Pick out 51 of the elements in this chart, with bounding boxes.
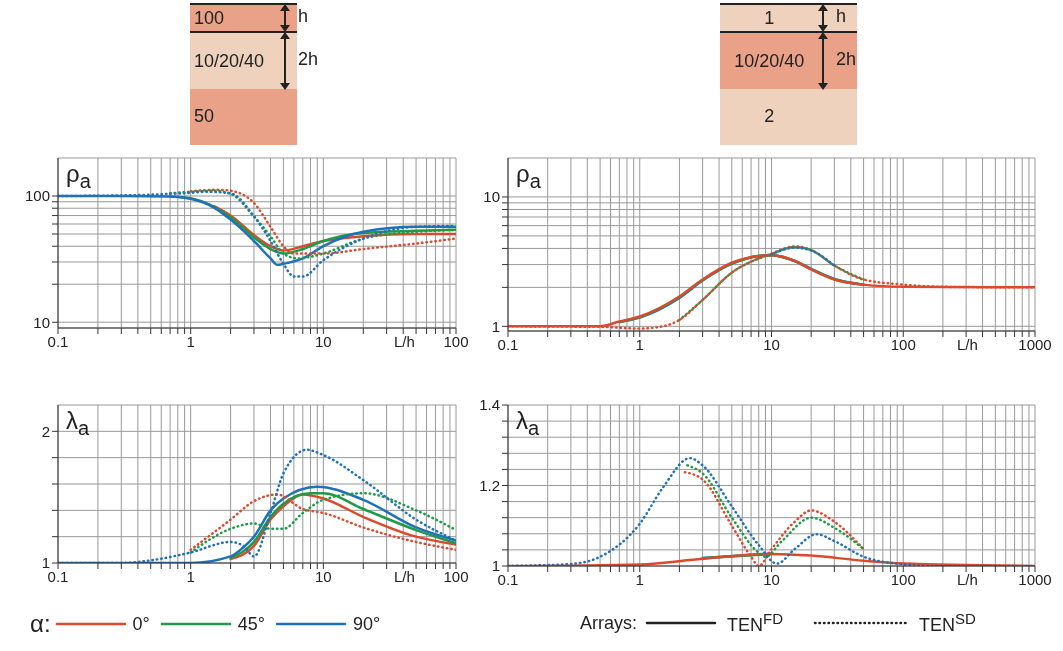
y-tick-label: 100 bbox=[24, 187, 50, 205]
x-tick-label: 0.1 bbox=[497, 335, 519, 353]
x-tick-label: 100 bbox=[443, 567, 469, 585]
category-label: 10/20/40 bbox=[194, 51, 265, 72]
y-axis-title: λ$_{a}$ bbox=[66, 407, 90, 440]
y-tick-label: 1.2 bbox=[479, 476, 500, 494]
category-label: 100 bbox=[194, 8, 225, 29]
y-tick-label: 1 bbox=[491, 317, 500, 335]
x-tick-label: 10 bbox=[763, 570, 780, 588]
x-axis-title: L/h bbox=[394, 568, 415, 585]
x-tick-label: 1000 bbox=[1018, 570, 1052, 588]
text: 2h bbox=[298, 49, 319, 70]
text: h bbox=[298, 6, 309, 27]
x-tick-label: 100 bbox=[443, 332, 469, 350]
text: 2h bbox=[836, 49, 857, 70]
x-tick-label: 1000 bbox=[1018, 335, 1052, 353]
y-axis-title: λ$_{a}$ bbox=[516, 407, 540, 440]
text: Arrays: bbox=[580, 612, 638, 634]
y-axis-title: ρ$_{a}$ bbox=[66, 160, 91, 193]
text: h bbox=[836, 6, 847, 27]
category-label: 2 bbox=[763, 106, 776, 127]
x-tick-label: 1 bbox=[635, 570, 644, 588]
x-tick-label: 100 bbox=[890, 570, 916, 588]
x-axis-title: L/h bbox=[957, 571, 978, 588]
x-tick-label: 10 bbox=[763, 335, 780, 353]
y-tick-label: 10 bbox=[483, 188, 500, 206]
x-tick-label: 10 bbox=[314, 332, 332, 350]
text: TEN$^{SD}$ bbox=[919, 610, 976, 636]
legend-label: 90° bbox=[353, 613, 381, 635]
legend-title: α: bbox=[30, 610, 51, 638]
x-tick-label: 0.1 bbox=[47, 332, 69, 350]
legend-label: 0° bbox=[132, 613, 150, 635]
category-label: 10/20/40 bbox=[733, 51, 806, 72]
y-tick-label: 1 bbox=[41, 554, 50, 572]
category-label: 50 bbox=[194, 106, 215, 127]
y-tick-label: 10 bbox=[33, 313, 50, 331]
text: TEN$^{FD}$ bbox=[727, 610, 784, 636]
legend-label: 45° bbox=[237, 613, 265, 635]
x-tick-label: 1 bbox=[635, 335, 644, 353]
x-tick-label: 1 bbox=[186, 332, 195, 350]
x-tick-label: 10 bbox=[314, 567, 332, 585]
x-axis-title: L/h bbox=[394, 333, 415, 350]
x-tick-label: 0.1 bbox=[497, 570, 519, 588]
y-axis-title: ρ$_{a}$ bbox=[516, 160, 541, 193]
category-label: 1 bbox=[763, 8, 776, 29]
y-tick-label: 2 bbox=[41, 422, 50, 440]
x-tick-label: 0.1 bbox=[47, 567, 69, 585]
x-axis-title: L/h bbox=[957, 336, 978, 353]
x-tick-label: 1 bbox=[186, 567, 195, 585]
y-tick-label: 1.4 bbox=[479, 396, 500, 414]
x-tick-label: 100 bbox=[890, 335, 916, 353]
